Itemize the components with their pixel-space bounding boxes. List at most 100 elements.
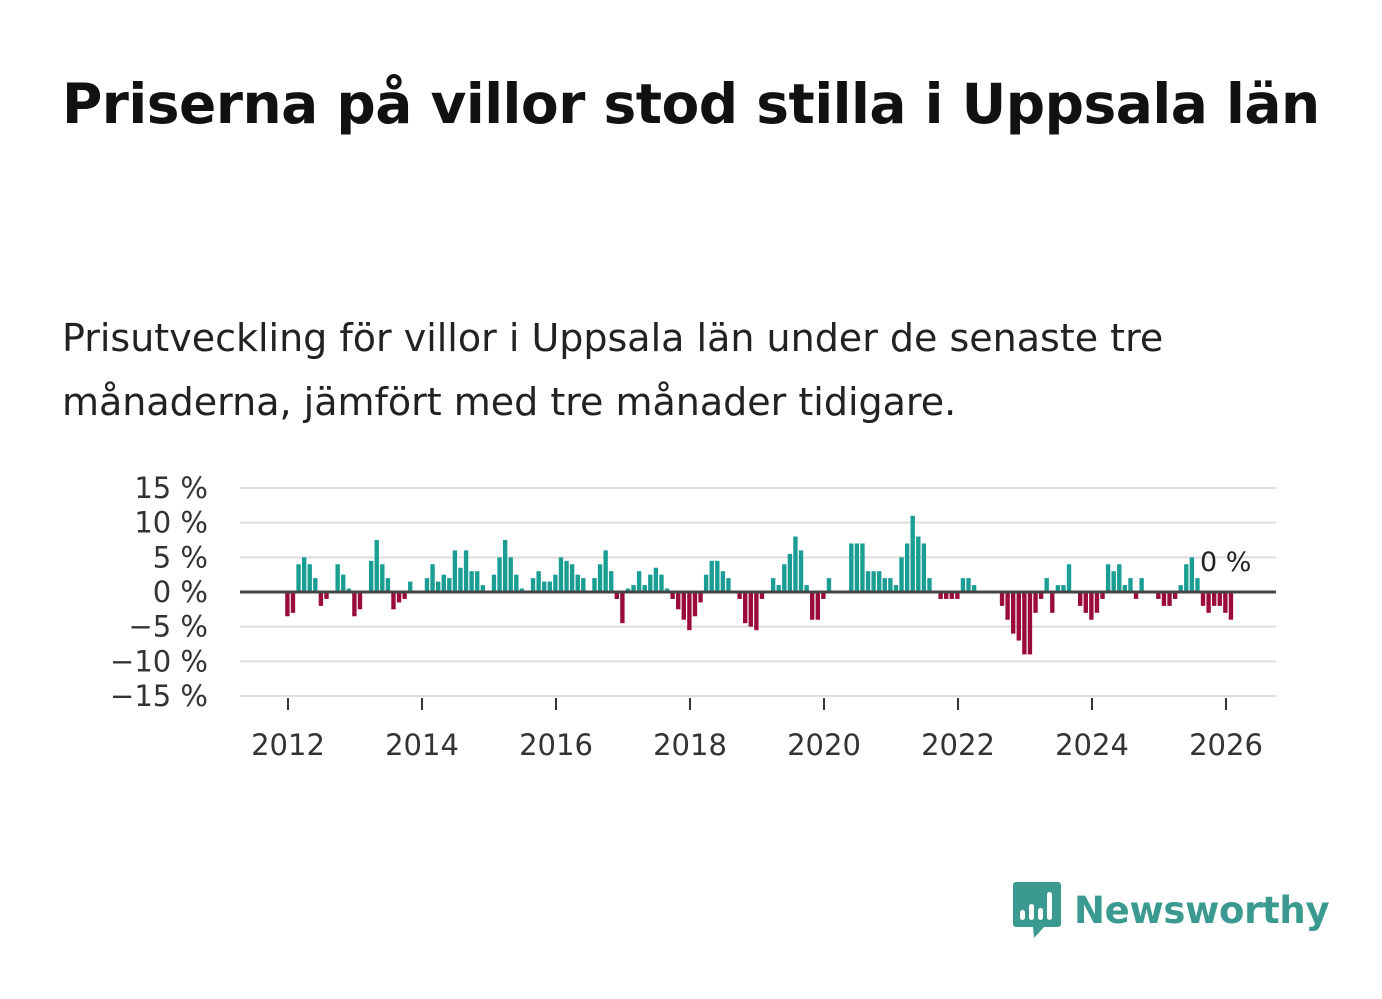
bar bbox=[592, 578, 597, 592]
bar bbox=[888, 578, 893, 592]
bar bbox=[798, 550, 804, 592]
bar bbox=[1089, 592, 1094, 620]
bar bbox=[469, 571, 474, 592]
bar bbox=[854, 543, 860, 592]
bar bbox=[318, 592, 324, 606]
bar bbox=[715, 560, 720, 592]
bar bbox=[916, 536, 921, 592]
bar bbox=[352, 592, 357, 617]
y-axis-tick-labels: 15 %10 %5 %0 %−5 %−10 %−15 % bbox=[110, 471, 208, 713]
bar bbox=[804, 585, 809, 592]
bar bbox=[759, 592, 765, 599]
bar bbox=[921, 543, 927, 592]
bar bbox=[893, 585, 899, 592]
bar bbox=[374, 540, 379, 592]
bar bbox=[324, 592, 329, 599]
y-tick-label: 10 % bbox=[134, 506, 208, 540]
x-tick-label: 2024 bbox=[1055, 728, 1129, 762]
bar bbox=[346, 588, 351, 592]
bar bbox=[581, 578, 586, 592]
bar bbox=[910, 515, 915, 592]
y-gridlines bbox=[240, 487, 1276, 697]
bar bbox=[1128, 578, 1133, 592]
bar bbox=[408, 581, 413, 592]
bar bbox=[530, 578, 536, 592]
bar bbox=[396, 592, 402, 603]
bar bbox=[475, 571, 480, 592]
bar bbox=[1044, 578, 1049, 592]
bar bbox=[1038, 592, 1044, 599]
bar bbox=[938, 592, 943, 599]
bar bbox=[1061, 585, 1066, 592]
bar bbox=[625, 588, 631, 592]
bar bbox=[1117, 564, 1122, 592]
bar bbox=[899, 557, 904, 592]
bar bbox=[307, 564, 312, 592]
bar bbox=[441, 574, 446, 592]
bar bbox=[782, 564, 787, 592]
bar bbox=[687, 592, 692, 631]
bar-series bbox=[285, 515, 1234, 655]
bar bbox=[1122, 585, 1128, 592]
bar bbox=[301, 557, 307, 592]
bar bbox=[491, 574, 497, 592]
bar bbox=[1066, 564, 1072, 592]
bar bbox=[1016, 592, 1021, 641]
x-tick-label: 2020 bbox=[787, 728, 861, 762]
bar bbox=[1217, 592, 1222, 606]
bar bbox=[999, 592, 1005, 606]
bar bbox=[871, 571, 876, 592]
bar bbox=[508, 557, 513, 592]
bar bbox=[670, 592, 675, 599]
bar bbox=[726, 578, 731, 592]
bar bbox=[642, 585, 647, 592]
bar bbox=[927, 578, 932, 592]
bar bbox=[659, 574, 664, 592]
bar bbox=[709, 560, 714, 592]
bar bbox=[865, 571, 871, 592]
bar bbox=[1105, 564, 1111, 592]
bar bbox=[313, 578, 318, 592]
bar bbox=[748, 592, 753, 627]
bar bbox=[547, 581, 552, 592]
bar bbox=[1167, 592, 1172, 606]
bar bbox=[966, 578, 971, 592]
bar bbox=[1189, 557, 1195, 592]
bar bbox=[631, 585, 636, 592]
bar bbox=[960, 578, 966, 592]
bar bbox=[553, 574, 558, 592]
bar bbox=[681, 592, 686, 620]
bar bbox=[514, 574, 519, 592]
x-tick-label: 2014 bbox=[385, 728, 459, 762]
x-tick-label: 2016 bbox=[519, 728, 593, 762]
bar bbox=[676, 592, 681, 610]
bar bbox=[1133, 592, 1139, 599]
bar bbox=[815, 592, 820, 620]
bar bbox=[424, 578, 430, 592]
bar bbox=[1005, 592, 1010, 620]
bar bbox=[1055, 585, 1061, 592]
x-tick-label: 2026 bbox=[1189, 728, 1263, 762]
bar bbox=[692, 592, 698, 617]
bar bbox=[502, 540, 508, 592]
bar bbox=[1078, 592, 1083, 606]
bar bbox=[597, 564, 603, 592]
bar bbox=[904, 543, 910, 592]
bar bbox=[1212, 592, 1217, 606]
bar bbox=[944, 592, 949, 599]
bar bbox=[1050, 592, 1055, 613]
bar bbox=[1195, 578, 1200, 592]
bar bbox=[569, 564, 575, 592]
bar bbox=[1011, 592, 1016, 634]
bar bbox=[793, 536, 798, 592]
bar bbox=[1111, 571, 1116, 592]
bar bbox=[296, 564, 301, 592]
y-tick-label: −5 % bbox=[128, 610, 208, 644]
x-tick-label: 2012 bbox=[251, 728, 325, 762]
bar bbox=[1228, 592, 1234, 620]
bar bbox=[1033, 592, 1038, 613]
bar bbox=[435, 581, 441, 592]
bar bbox=[452, 550, 458, 592]
bar bbox=[754, 592, 759, 631]
bar bbox=[653, 567, 659, 592]
